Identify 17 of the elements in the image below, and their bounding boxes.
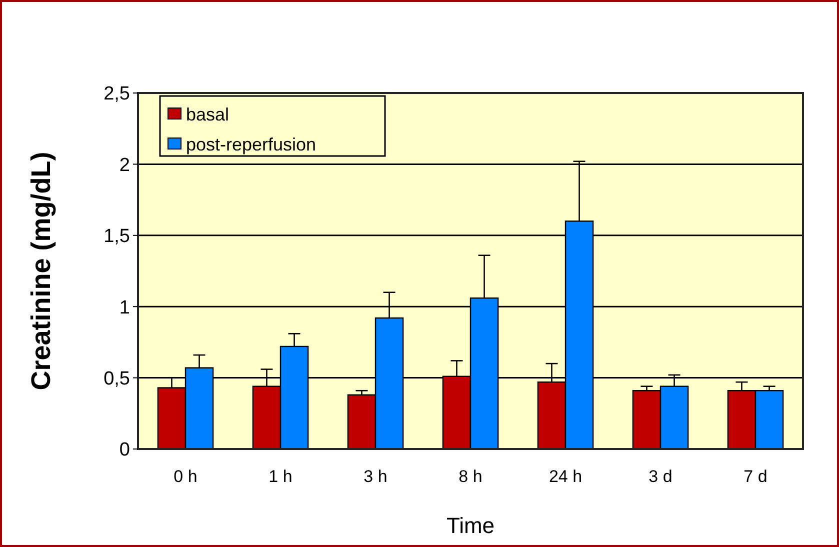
legend-label: basal bbox=[186, 104, 230, 124]
y-tick-label: 2 bbox=[119, 154, 130, 176]
y-tick-label: 0 bbox=[119, 440, 130, 461]
y-tick-label: 1 bbox=[119, 297, 130, 318]
y-tick-label: 0,5 bbox=[104, 368, 130, 390]
x-tick-label: 3 h bbox=[364, 467, 388, 486]
y-tick-label: 1,5 bbox=[104, 226, 130, 248]
x-tick-label: 8 h bbox=[458, 467, 482, 486]
x-tick-label: 24 h bbox=[548, 467, 582, 486]
x-tick-label: 3 d bbox=[648, 467, 672, 486]
y-tick-label: 2,5 bbox=[104, 84, 130, 105]
x-axis-title: Time bbox=[446, 513, 495, 538]
legend-label: post-reperfusion bbox=[186, 134, 316, 154]
x-tick-label: 1 h bbox=[268, 467, 292, 486]
x-tick-label: 0 h bbox=[174, 467, 198, 486]
y-axis-title: Creatinine (mg/dL) bbox=[26, 152, 56, 390]
x-tick-label: 7 d bbox=[744, 467, 768, 486]
